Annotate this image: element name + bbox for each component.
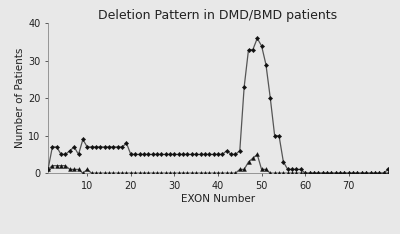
Y-axis label: Number of Patients: Number of Patients bbox=[15, 48, 25, 148]
Title: Deletion Pattern in DMD/BMD patients: Deletion Pattern in DMD/BMD patients bbox=[98, 9, 338, 22]
X-axis label: EXON Number: EXON Number bbox=[181, 194, 255, 204]
